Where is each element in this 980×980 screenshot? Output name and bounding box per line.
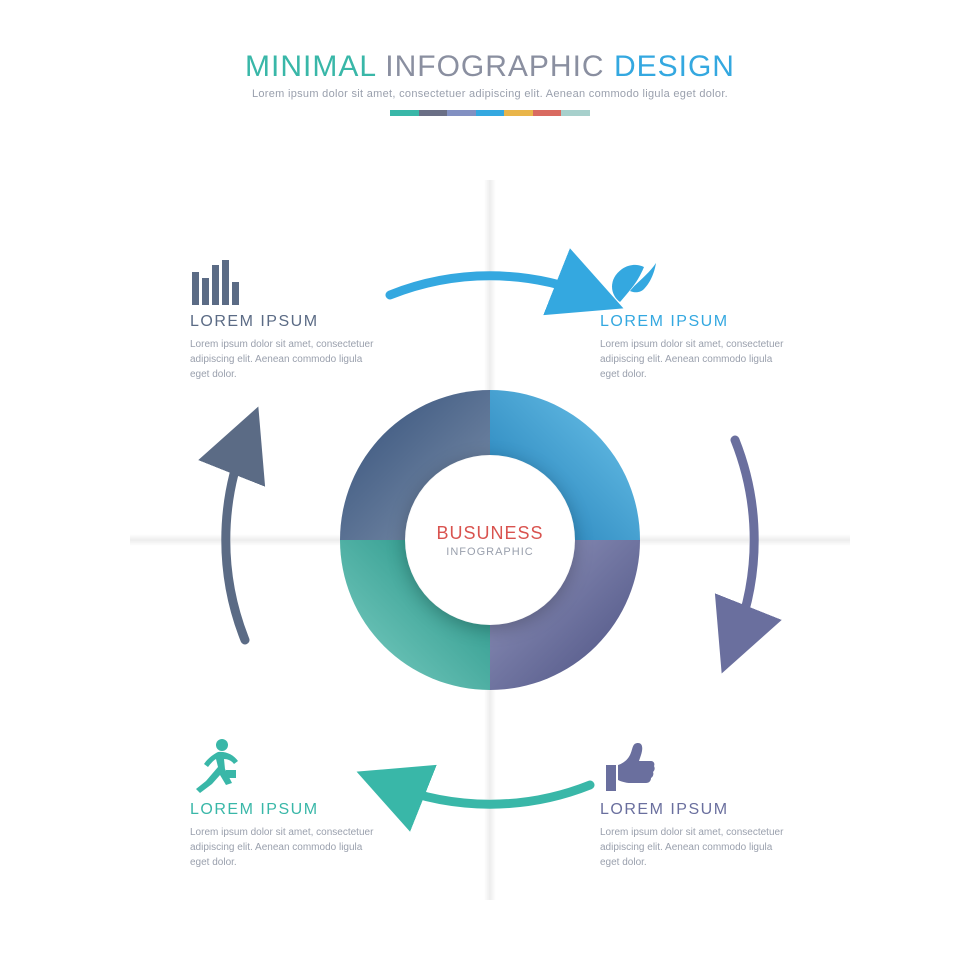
donut-center: BUSUNESS INFOGRAPHIC	[405, 455, 575, 625]
arrow-top	[390, 276, 590, 295]
segment-block-bl: LOREM IPSUM Lorem ipsum dolor sit amet, …	[190, 738, 380, 870]
segment-title-tr: LOREM IPSUM	[600, 313, 790, 331]
segment-title-br: LOREM IPSUM	[600, 801, 790, 819]
running-person-icon	[190, 738, 380, 793]
segment-body-br: Lorem ipsum dolor sit amet, consectetuer…	[600, 825, 790, 870]
title-word-2: INFOGRAPHIC	[385, 50, 604, 83]
leaf-icon	[600, 250, 790, 305]
arrow-left	[226, 440, 245, 640]
title-word-1: MINIMAL	[245, 50, 376, 83]
segment-body-tl: Lorem ipsum dolor sit amet, consectetuer…	[190, 337, 380, 382]
center-title: BUSUNESS	[436, 523, 543, 544]
header-stripe	[390, 110, 590, 116]
title-word-3: DESIGN	[614, 50, 735, 83]
segment-body-tr: Lorem ipsum dolor sit amet, consectetuer…	[600, 337, 790, 382]
segment-title-bl: LOREM IPSUM	[190, 801, 380, 819]
infographic-stage: BUSUNESS INFOGRAPHIC LOREM IPSUM Lorem i…	[130, 180, 850, 900]
center-subtitle: INFOGRAPHIC	[446, 546, 533, 558]
page-header: MINIMAL INFOGRAPHIC DESIGN Lorem ipsum d…	[0, 0, 980, 116]
segment-block-tr: LOREM IPSUM Lorem ipsum dolor sit amet, …	[600, 250, 790, 382]
page-subtitle: Lorem ipsum dolor sit amet, consectetuer…	[0, 88, 980, 100]
page-title: MINIMAL INFOGRAPHIC DESIGN	[0, 50, 980, 84]
arrow-right	[735, 440, 754, 640]
donut-ring: BUSUNESS INFOGRAPHIC	[340, 390, 640, 690]
segment-body-bl: Lorem ipsum dolor sit amet, consectetuer…	[190, 825, 380, 870]
bar-chart-icon	[190, 250, 380, 305]
arrow-bottom	[390, 785, 590, 804]
segment-block-br: LOREM IPSUM Lorem ipsum dolor sit amet, …	[600, 738, 790, 870]
segment-title-tl: LOREM IPSUM	[190, 313, 380, 331]
thumbs-up-icon	[600, 738, 790, 793]
segment-block-tl: LOREM IPSUM Lorem ipsum dolor sit amet, …	[190, 250, 380, 382]
